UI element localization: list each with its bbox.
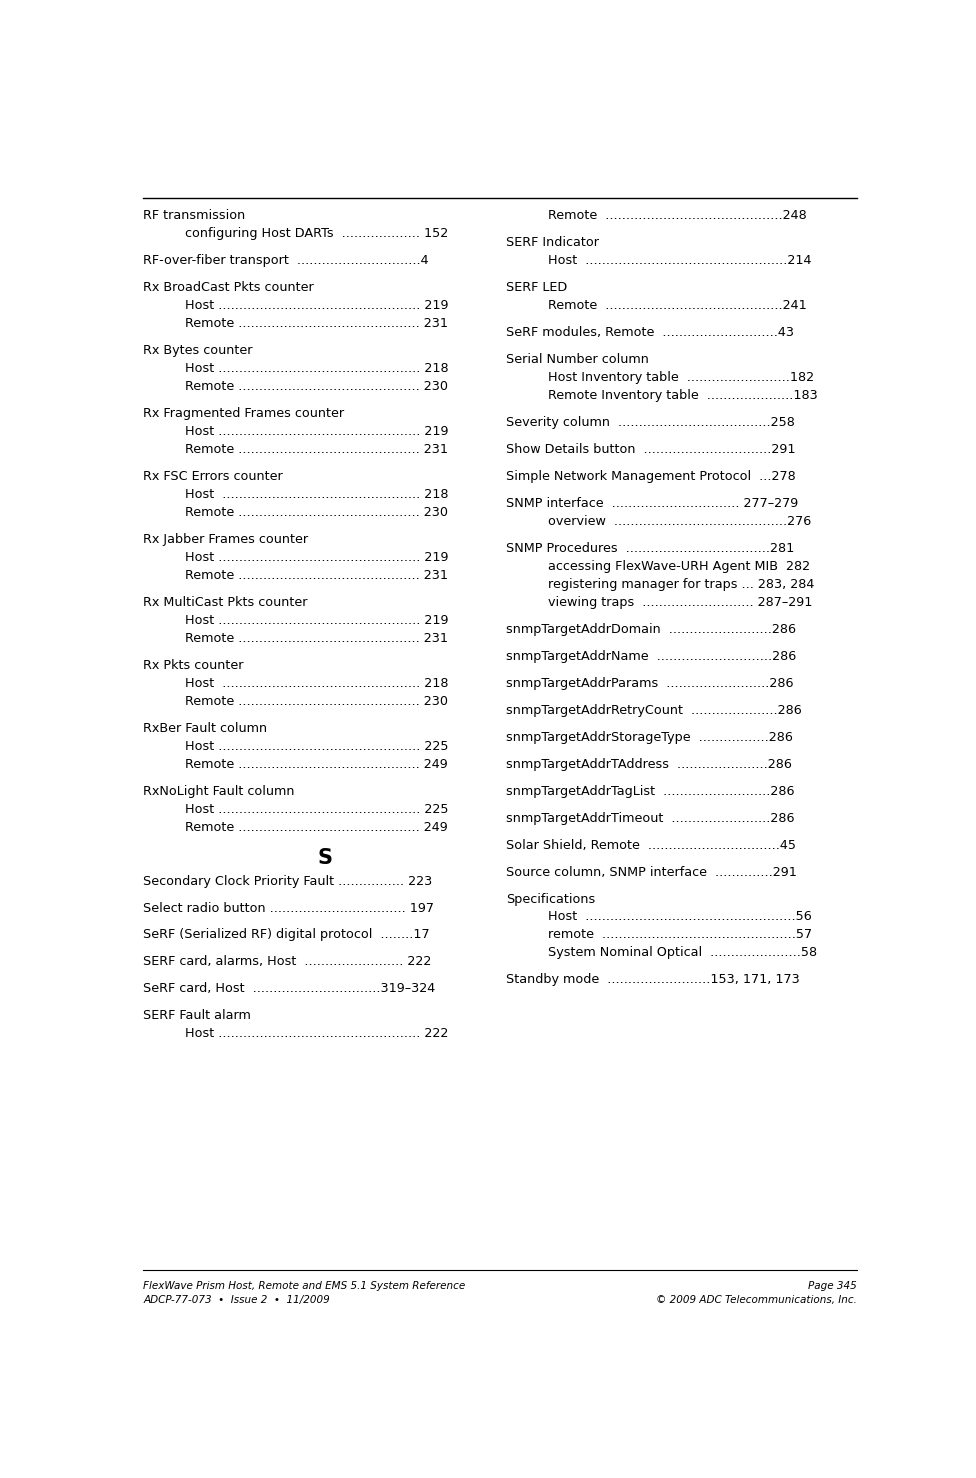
Text: registering manager for traps ... 283, 284: registering manager for traps ... 283, 2… xyxy=(548,578,814,591)
Text: accessing FlexWave-URH Agent MIB  282: accessing FlexWave-URH Agent MIB 282 xyxy=(548,560,810,573)
Text: SNMP interface  ............................... 277–279: SNMP interface .........................… xyxy=(507,497,798,510)
Text: Remote Inventory table  .....................183: Remote Inventory table .................… xyxy=(548,389,818,402)
Text: snmpTargetAddrDomain  .........................286: snmpTargetAddrDomain ...................… xyxy=(507,622,796,636)
Text: Remote ............................................ 231: Remote .................................… xyxy=(184,569,448,582)
Text: remote  ...............................................57: remote .................................… xyxy=(548,928,812,941)
Text: ADCP-77-073  •  Issue 2  •  11/2009: ADCP-77-073 • Issue 2 • 11/2009 xyxy=(143,1295,330,1305)
Text: snmpTargetAddrName  ............................286: snmpTargetAddrName .....................… xyxy=(507,650,796,662)
Text: Remote ............................................ 249: Remote .................................… xyxy=(184,758,448,770)
Text: System Nominal Optical  ......................58: System Nominal Optical .................… xyxy=(548,946,817,959)
Text: overview  ..........................................276: overview ...............................… xyxy=(548,514,811,528)
Text: Rx Pkts counter: Rx Pkts counter xyxy=(143,659,244,672)
Text: configuring Host DARTs  ................... 152: configuring Host DARTs .................… xyxy=(184,228,448,241)
Text: Solar Shield, Remote  ................................45: Solar Shield, Remote ...................… xyxy=(507,838,796,851)
Text: FlexWave Prism Host, Remote and EMS 5.1 System Reference: FlexWave Prism Host, Remote and EMS 5.1 … xyxy=(143,1281,466,1292)
Text: RF transmission: RF transmission xyxy=(143,210,245,222)
Text: snmpTargetAddrTAddress  ......................286: snmpTargetAddrTAddress .................… xyxy=(507,758,793,770)
Text: Host  .................................................214: Host ...................................… xyxy=(548,254,811,268)
Text: Rx Fragmented Frames counter: Rx Fragmented Frames counter xyxy=(143,406,345,420)
Text: Rx BroadCast Pkts counter: Rx BroadCast Pkts counter xyxy=(143,281,314,294)
Text: Select radio button ................................. 197: Select radio button ....................… xyxy=(143,902,434,915)
Text: Remote ............................................ 249: Remote .................................… xyxy=(184,820,448,834)
Text: RxNoLight Fault column: RxNoLight Fault column xyxy=(143,785,295,798)
Text: RF-over-fiber transport  ..............................4: RF-over-fiber transport ................… xyxy=(143,254,428,268)
Text: Rx Bytes counter: Rx Bytes counter xyxy=(143,344,253,358)
Text: RxBer Fault column: RxBer Fault column xyxy=(143,721,267,735)
Text: Host Inventory table  .........................182: Host Inventory table ...................… xyxy=(548,371,814,384)
Text: Host ................................................. 225: Host ...................................… xyxy=(184,739,448,752)
Text: Serial Number column: Serial Number column xyxy=(507,353,649,367)
Text: © 2009 ADC Telecommunications, Inc.: © 2009 ADC Telecommunications, Inc. xyxy=(656,1295,857,1305)
Text: SERF LED: SERF LED xyxy=(507,281,567,294)
Text: viewing traps  ........................... 287–291: viewing traps ..........................… xyxy=(548,596,812,609)
Text: Remote ............................................ 231: Remote .................................… xyxy=(184,443,448,457)
Text: Remote ............................................ 231: Remote .................................… xyxy=(184,318,448,330)
Text: Host  ...................................................56: Host ...................................… xyxy=(548,910,812,924)
Text: SeRF modules, Remote  ............................43: SeRF modules, Remote ...................… xyxy=(507,327,794,338)
Text: snmpTargetAddrStorageType  .................286: snmpTargetAddrStorageType ..............… xyxy=(507,730,793,743)
Text: snmpTargetAddrParams  .........................286: snmpTargetAddrParams ...................… xyxy=(507,677,793,690)
Text: Host ................................................. 219: Host ...................................… xyxy=(184,613,448,627)
Text: SeRF (Serialized RF) digital protocol  ........17: SeRF (Serialized RF) digital protocol ..… xyxy=(143,928,429,941)
Text: SERF Fault alarm: SERF Fault alarm xyxy=(143,1009,251,1023)
Text: Page 345: Page 345 xyxy=(808,1281,857,1292)
Text: Secondary Clock Priority Fault ................ 223: Secondary Clock Priority Fault .........… xyxy=(143,875,432,887)
Text: Rx Jabber Frames counter: Rx Jabber Frames counter xyxy=(143,534,308,545)
Text: snmpTargetAddrTagList  ..........................286: snmpTargetAddrTagList ..................… xyxy=(507,785,794,798)
Text: SeRF card, Host  ...............................319–324: SeRF card, Host ........................… xyxy=(143,983,435,995)
Text: S: S xyxy=(317,847,332,868)
Text: Source column, SNMP interface  ..............291: Source column, SNMP interface ..........… xyxy=(507,866,797,878)
Text: Host ................................................. 219: Host ...................................… xyxy=(184,299,448,312)
Text: Remote ............................................ 230: Remote .................................… xyxy=(184,695,448,708)
Text: snmpTargetAddrTimeout  ........................286: snmpTargetAddrTimeout ..................… xyxy=(507,811,794,825)
Text: Host ................................................. 225: Host ...................................… xyxy=(184,803,448,816)
Text: SERF card, alarms, Host  ........................ 222: SERF card, alarms, Host ................… xyxy=(143,955,431,968)
Text: Severity column  .....................................258: Severity column ........................… xyxy=(507,415,795,429)
Text: Host ................................................. 218: Host ...................................… xyxy=(184,362,448,375)
Text: Rx MultiCast Pkts counter: Rx MultiCast Pkts counter xyxy=(143,596,307,609)
Text: Remote ............................................ 230: Remote .................................… xyxy=(184,380,448,393)
Text: Standby mode  .........................153, 171, 173: Standby mode .........................15… xyxy=(507,974,800,986)
Text: Host ................................................. 219: Host ...................................… xyxy=(184,426,448,437)
Text: Remote ............................................ 231: Remote .................................… xyxy=(184,631,448,644)
Text: Specifications: Specifications xyxy=(507,893,595,906)
Text: Host  ................................................ 218: Host ...................................… xyxy=(184,677,448,690)
Text: Remote  ...........................................241: Remote .................................… xyxy=(548,299,806,312)
Text: snmpTargetAddrRetryCount  .....................286: snmpTargetAddrRetryCount ...............… xyxy=(507,704,802,717)
Text: Host ................................................. 222: Host ...................................… xyxy=(184,1027,448,1041)
Text: Simple Network Management Protocol  ...278: Simple Network Management Protocol ...27… xyxy=(507,470,796,483)
Text: Show Details button  ...............................291: Show Details button ....................… xyxy=(507,443,795,457)
Text: Host  ................................................ 218: Host ...................................… xyxy=(184,488,448,501)
Text: SERF Indicator: SERF Indicator xyxy=(507,236,599,250)
Text: Remote  ...........................................248: Remote .................................… xyxy=(548,210,806,222)
Text: Host ................................................. 219: Host ...................................… xyxy=(184,551,448,565)
Text: SNMP Procedures  ...................................281: SNMP Procedures ........................… xyxy=(507,542,794,554)
Text: Remote ............................................ 230: Remote .................................… xyxy=(184,505,448,519)
Text: Rx FSC Errors counter: Rx FSC Errors counter xyxy=(143,470,283,483)
